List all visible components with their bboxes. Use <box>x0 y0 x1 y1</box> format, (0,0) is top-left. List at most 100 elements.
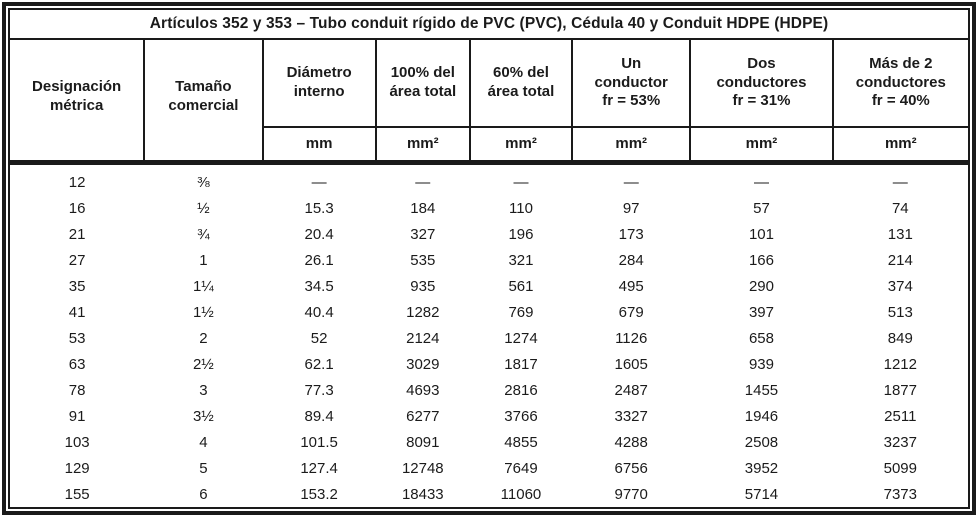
column-label-row: Designación métrica Tamaño comercial Diá… <box>7 38 971 165</box>
column-header-designacion-metrica: Designación métrica <box>7 38 146 165</box>
table-cell: 52 <box>310 329 328 347</box>
table-cell: 103 <box>64 433 90 451</box>
table-cell: 2124 <box>406 329 440 347</box>
table-cell: 8091 <box>406 433 440 451</box>
table-cell: 166 <box>748 251 774 269</box>
table-row: 12 ⅜ — — — — — — <box>9 163 969 196</box>
unit-100-area-total: mm² <box>374 126 471 165</box>
table-cell: 5 <box>199 459 208 477</box>
table-cell: 35 <box>68 277 86 295</box>
table-cell: 769 <box>508 303 534 321</box>
table-cell: 26.1 <box>304 251 334 269</box>
table-cell: 41 <box>68 303 86 321</box>
table-cell: 12748 <box>401 459 444 477</box>
table-row: 91 3½ 89.4 6277 3766 3327 1946 2511 <box>9 403 969 429</box>
table-cell: 6277 <box>406 407 440 425</box>
table-cell: 196 <box>508 225 534 243</box>
table-cell: 535 <box>410 251 436 269</box>
table-cell: 1282 <box>406 303 440 321</box>
table-cell: — <box>311 173 327 191</box>
table-row: 41 1½ 40.4 1282 769 679 397 513 <box>9 299 969 325</box>
table-cell: 131 <box>887 225 913 243</box>
table-cell: 110 <box>509 199 533 217</box>
table-cell: 1¼ <box>192 277 214 295</box>
table-cell: 3029 <box>406 355 440 373</box>
column-header-tamano-comercial: Tamaño comercial <box>143 38 264 165</box>
table-cell: 129 <box>64 459 90 477</box>
table-cell: 679 <box>618 303 644 321</box>
table-cell: 89.4 <box>304 407 334 425</box>
table-cell: 1877 <box>883 381 917 399</box>
table-cell: 34.5 <box>304 277 334 295</box>
table-cell: 6 <box>199 485 208 503</box>
table-cell: 27 <box>68 251 86 269</box>
table-cell: 1817 <box>504 355 538 373</box>
table-cell: 290 <box>748 277 774 295</box>
table-cell: 62.1 <box>304 355 334 373</box>
table-cell: 5714 <box>744 485 779 503</box>
table-cell: 1455 <box>744 381 779 399</box>
table-cell: 21 <box>68 225 86 243</box>
table-cell: 374 <box>887 277 913 295</box>
table-row: 129 5 127.4 12748 7649 6756 3952 5099 <box>9 455 969 481</box>
table-cell: 513 <box>887 303 913 321</box>
table-cell: 7649 <box>504 459 538 477</box>
table-cell: 3237 <box>883 433 917 451</box>
unit-mas-de-2-conductores: mm² <box>831 126 971 165</box>
table-cell: 561 <box>508 277 534 295</box>
table-cell: 4 <box>199 433 208 451</box>
table-cell: 214 <box>887 251 913 269</box>
table-cell: — <box>892 173 908 191</box>
table-row: 53 2 52 2124 1274 1126 658 849 <box>9 325 969 351</box>
table-cell: 4693 <box>406 381 440 399</box>
table-cell: ½ <box>197 199 210 217</box>
column-header-un-conductor: Un conductor fr = 53% <box>571 38 692 128</box>
table-cell: 849 <box>887 329 913 347</box>
table-cell: — <box>415 173 431 191</box>
table-row: 78 3 77.3 4693 2816 2487 1455 1877 <box>9 377 969 403</box>
table-cell: 20.4 <box>304 225 334 243</box>
table-cell: 16 <box>68 199 86 217</box>
table-cell: ¾ <box>197 225 210 243</box>
table-cell: 155 <box>64 485 90 503</box>
table-header: Artículos 352 y 353 – Tubo conduit rígid… <box>7 8 971 165</box>
table-cell: 1126 <box>615 329 648 347</box>
table-cell: 173 <box>618 225 644 243</box>
table-cell: 9770 <box>614 485 648 503</box>
table-cell: 40.4 <box>304 303 334 321</box>
table-cell: 284 <box>618 251 644 269</box>
unit-60-area-total: mm² <box>468 126 574 165</box>
table-cell: 397 <box>748 303 774 321</box>
table-cell: 184 <box>410 199 436 217</box>
column-header-dos-conductores: Dos conductores fr = 31% <box>689 38 834 128</box>
table-row: 63 2½ 62.1 3029 1817 1605 939 1212 <box>9 351 969 377</box>
table-cell: 18433 <box>401 485 444 503</box>
column-header-100-area-total: 100% del área total <box>374 38 471 128</box>
table-cell: 15.3 <box>304 199 334 217</box>
table-cell: 3952 <box>744 459 779 477</box>
table-cell: 3327 <box>614 407 648 425</box>
table-cell: 1946 <box>744 407 779 425</box>
table-row: 103 4 101.5 8091 4855 4288 2508 3237 <box>9 429 969 455</box>
table-cell: 74 <box>891 199 909 217</box>
table-cell: 12 <box>68 173 86 191</box>
title-row: Artículos 352 y 353 – Tubo conduit rígid… <box>8 8 970 40</box>
table-cell: 2816 <box>504 381 538 399</box>
table-row: 16 ½ 15.3 184 110 97 57 74 <box>9 195 969 221</box>
table-cell: 327 <box>410 225 436 243</box>
table-cell: 495 <box>618 277 644 295</box>
table-cell: 53 <box>68 329 86 347</box>
table-cell: — <box>513 173 529 191</box>
table-cell: 101.5 <box>300 433 338 451</box>
table-cell: 2 <box>199 329 208 347</box>
table-cell: 57 <box>753 199 770 217</box>
table-cell: 1212 <box>883 355 917 373</box>
table-row: 155 6 153.2 18433 11060 9770 5714 7373 <box>9 481 969 508</box>
table-cell: 3½ <box>192 407 214 425</box>
column-header-mas-de-2-conductores: Más de 2 conductores fr = 40% <box>831 38 971 128</box>
table-cell: 939 <box>748 355 774 373</box>
table-cell: 935 <box>410 277 436 295</box>
table-cell: 2511 <box>884 407 917 425</box>
table-cell: 3 <box>199 381 208 399</box>
table-cell: 1274 <box>504 329 538 347</box>
